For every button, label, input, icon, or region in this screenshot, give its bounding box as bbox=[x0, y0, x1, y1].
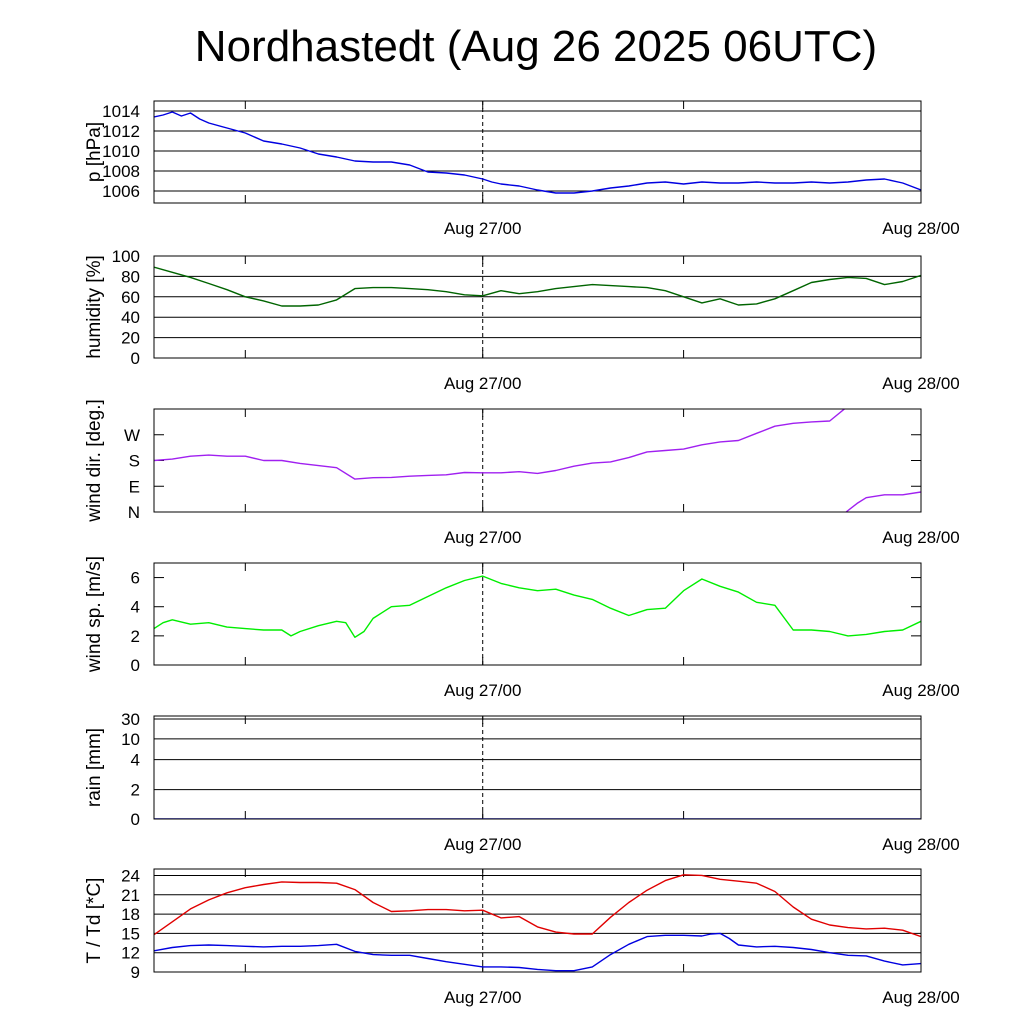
plot-frame bbox=[153, 100, 922, 204]
x-tick-label: Aug 27/00 bbox=[444, 988, 522, 1007]
y-tick-label: 20 bbox=[121, 329, 140, 348]
y-tick-label: 2 bbox=[131, 781, 140, 800]
y-tick-label: 100 bbox=[112, 247, 140, 266]
series-line-2 bbox=[154, 932, 921, 972]
y-axis-label: T / Td [*C] bbox=[84, 878, 105, 964]
x-tick-label: Aug 28/00 bbox=[882, 219, 960, 238]
y-axis-label: wind sp. [m/s] bbox=[84, 556, 105, 673]
y-tick-label: 2 bbox=[131, 627, 140, 646]
y-tick-label: 21 bbox=[121, 886, 140, 905]
y-tick-label: 1006 bbox=[102, 182, 140, 201]
y-tick-label: W bbox=[124, 426, 140, 445]
y-tick-label: 1008 bbox=[102, 162, 140, 181]
y-tick-label: 6 bbox=[131, 569, 140, 588]
series-line-1 bbox=[154, 575, 921, 638]
x-tick-label: Aug 27/00 bbox=[444, 219, 522, 238]
series-line-1 bbox=[154, 266, 921, 307]
plot-frame bbox=[153, 408, 922, 513]
y-tick-label: 30 bbox=[121, 710, 140, 729]
y-tick-label: N bbox=[128, 503, 140, 522]
series-line-1 bbox=[154, 111, 921, 194]
y-axis-label: wind dir. [deg.] bbox=[84, 399, 105, 523]
y-tick-label: 9 bbox=[131, 963, 140, 982]
y-tick-label: 4 bbox=[131, 751, 140, 770]
y-tick-label: 1010 bbox=[102, 142, 140, 161]
y-tick-label: 80 bbox=[121, 267, 140, 286]
y-tick-label: 60 bbox=[121, 288, 140, 307]
x-tick-label: Aug 28/00 bbox=[882, 988, 960, 1007]
y-tick-label: 24 bbox=[121, 866, 140, 885]
page-title: Nordhastedt (Aug 26 2025 06UTC) bbox=[194, 22, 878, 71]
panel-4: 6 4 2 0 Aug 27/00 Aug 28/00 wind sp. [m/s] bbox=[84, 556, 960, 700]
y-tick-label: 0 bbox=[131, 349, 140, 368]
x-tick-label: Aug 28/00 bbox=[882, 374, 960, 393]
y-tick-label: 15 bbox=[121, 924, 140, 943]
y-tick-label: 18 bbox=[121, 905, 140, 924]
y-tick-label: 12 bbox=[121, 944, 140, 963]
y-tick-label: 0 bbox=[131, 810, 140, 829]
x-tick-label: Aug 28/00 bbox=[882, 528, 960, 547]
plot-frame bbox=[153, 562, 922, 666]
x-tick-label: Aug 27/00 bbox=[444, 681, 522, 700]
y-tick-label: 0 bbox=[131, 656, 140, 675]
series-line-1 bbox=[154, 874, 921, 938]
x-tick-label: Aug 27/00 bbox=[444, 528, 522, 547]
x-tick-label: Aug 28/00 bbox=[882, 835, 960, 854]
x-tick-label: Aug 27/00 bbox=[444, 374, 522, 393]
y-tick-label: S bbox=[129, 452, 140, 471]
series-line-2 bbox=[845, 491, 921, 512]
plot-frame bbox=[153, 715, 922, 820]
y-tick-label: 10 bbox=[121, 730, 140, 749]
x-tick-label: Aug 28/00 bbox=[882, 681, 960, 700]
y-tick-label: 40 bbox=[121, 308, 140, 327]
series-line-1 bbox=[154, 409, 846, 480]
y-tick-label: 1012 bbox=[102, 122, 140, 141]
x-tick-label: Aug 27/00 bbox=[444, 835, 522, 854]
y-tick-label: 1014 bbox=[102, 102, 140, 121]
y-axis-label: rain [mm] bbox=[84, 728, 105, 807]
y-tick-label: 4 bbox=[131, 598, 140, 617]
y-tick-label: E bbox=[129, 477, 140, 496]
y-axis-label: p [hPa] bbox=[84, 122, 105, 182]
plot-frame bbox=[153, 255, 922, 359]
plot-frame bbox=[153, 868, 922, 973]
y-axis-label: humidity [%] bbox=[84, 255, 105, 358]
